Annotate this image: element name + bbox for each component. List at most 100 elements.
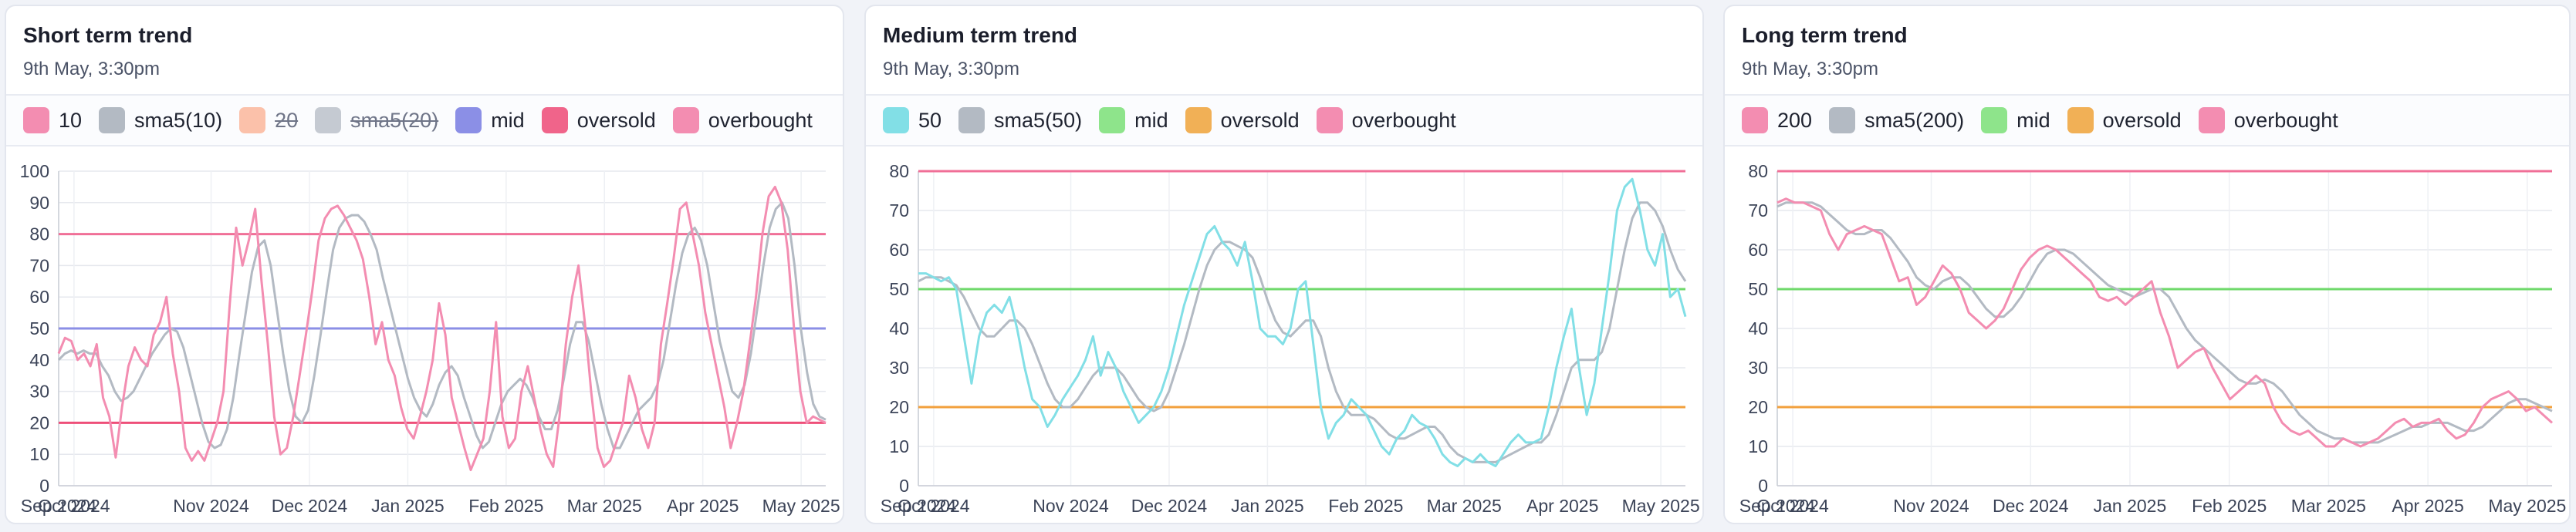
y-tick-label: 30 [1748, 358, 1768, 378]
legend-item-oversold[interactable]: oversold [2067, 107, 2182, 133]
y-tick-label: 50 [1748, 279, 1768, 299]
legend-swatch [2198, 107, 2225, 133]
card-timestamp: 9th May, 3:30pm [883, 59, 1019, 79]
y-tick-label: 80 [29, 224, 49, 244]
y-tick-label: 100 [20, 161, 49, 181]
y-tick-label: 80 [1748, 161, 1768, 181]
legend-label: mid [1134, 108, 1168, 132]
y-tick-label: 30 [889, 358, 909, 378]
legend-item-10[interactable]: 10 [23, 107, 82, 133]
x-tick-label: Sep 2024 [1739, 496, 1816, 516]
x-tick-label: Oct 2024 [1756, 496, 1829, 516]
legend-label: overbought [2233, 108, 2338, 132]
legend-item-20[interactable]: 20 [239, 107, 298, 133]
y-tick-label: 0 [1758, 476, 1768, 496]
y-tick-label: 10 [1748, 436, 1768, 456]
y-tick-label: 20 [889, 397, 909, 417]
legend-item-mid[interactable]: mid [1099, 107, 1168, 133]
x-tick-label: Dec 2024 [1131, 496, 1208, 516]
legend-label: oversold [2102, 108, 2182, 132]
legend-label: 200 [1777, 108, 1813, 132]
legend-item-mid[interactable]: mid [1981, 107, 2050, 133]
card-title: Medium term trend [883, 23, 1078, 47]
y-tick-label: 70 [889, 200, 909, 221]
x-tick-label: Feb 2025 [1328, 496, 1403, 516]
legend-label: sma5(10) [134, 108, 223, 132]
card-timestamp: 9th May, 3:30pm [23, 59, 160, 79]
legend-label: oversold [576, 108, 656, 132]
legend-swatch [672, 107, 699, 133]
y-tick-label: 40 [1748, 318, 1768, 338]
legend-swatch [541, 107, 568, 133]
legend-swatch [1742, 107, 1768, 133]
legend-label: 50 [918, 108, 942, 132]
legend-item-oversold[interactable]: oversold [541, 107, 656, 133]
x-tick-label: Jan 2025 [1231, 496, 1304, 516]
legend-swatch [99, 107, 126, 133]
legend-swatch [1185, 107, 1212, 133]
y-tick-label: 70 [29, 255, 49, 275]
legend-label: sma5(200) [1864, 108, 1965, 132]
legend-label: 20 [275, 108, 299, 132]
legend-label: 10 [59, 108, 83, 132]
card-header: Medium term trend 9th May, 3:30pm [866, 6, 1702, 96]
legend-item-sma5-200[interactable]: sma5(200) [1829, 107, 1964, 133]
x-tick-label: Apr 2025 [1526, 496, 1598, 516]
series-line-sma5-10 [57, 201, 827, 450]
y-tick-label: 50 [29, 318, 49, 338]
legend-swatch [1099, 107, 1126, 133]
y-tick-label: 20 [1748, 397, 1768, 417]
y-tick-label: 20 [29, 412, 49, 433]
card-title: Short term trend [23, 23, 193, 47]
legend-item-overbought[interactable]: overbought [1316, 107, 1456, 133]
x-tick-label: Dec 2024 [272, 496, 348, 516]
legend-label: sma5(20) [350, 108, 439, 132]
y-tick-label: 50 [889, 279, 909, 299]
x-tick-label: Nov 2024 [173, 496, 249, 516]
legend-item-sma5-10[interactable]: sma5(10) [99, 107, 222, 133]
legend-item-200[interactable]: 200 [1742, 107, 1812, 133]
legend-item-sma5-50[interactable]: sma5(50) [958, 107, 1082, 133]
x-tick-label: Mar 2025 [567, 496, 642, 516]
series-line-200 [1776, 197, 2554, 448]
x-tick-label: Feb 2025 [2192, 496, 2267, 516]
y-tick-label: 80 [889, 161, 909, 181]
legend-swatch [455, 107, 482, 133]
legend-label: mid [491, 108, 525, 132]
chart-legend: 10 sma5(10) 20 sma5(20) mid oversold overbough… [6, 96, 843, 146]
y-tick-label: 60 [889, 240, 909, 260]
legend-item-overbought[interactable]: overbought [2198, 107, 2338, 133]
legend-swatch [2067, 107, 2094, 133]
series-line-sma5-200 [1776, 201, 2553, 444]
legend-item-overbought[interactable]: overbought [672, 107, 813, 133]
legend-swatch [1981, 107, 2008, 133]
x-tick-label: Apr 2025 [667, 496, 739, 516]
chart-legend: 50 sma5(50) mid oversold overbought [866, 96, 1702, 146]
legend-label: mid [2017, 108, 2050, 132]
legend-swatch [239, 107, 266, 133]
x-tick-label: Sep 2024 [21, 496, 97, 516]
legend-swatch [1316, 107, 1343, 133]
y-tick-label: 40 [889, 318, 909, 338]
y-tick-label: 0 [39, 476, 49, 496]
legend-swatch [958, 107, 985, 133]
card-header: Long term trend 9th May, 3:30pm [1725, 6, 2569, 96]
y-tick-label: 30 [29, 382, 49, 402]
legend-swatch [1829, 107, 1856, 133]
legend-label: sma5(50) [994, 108, 1083, 132]
legend-item-sma5-20[interactable]: sma5(20) [315, 107, 438, 133]
y-tick-label: 60 [1748, 240, 1768, 260]
legend-label: oversold [1220, 108, 1300, 132]
legend-item-50[interactable]: 50 [883, 107, 941, 133]
y-tick-label: 60 [29, 287, 49, 307]
legend-swatch [883, 107, 909, 133]
x-tick-label: Nov 2024 [1033, 496, 1109, 516]
legend-label: overbought [1351, 108, 1456, 132]
legend-item-oversold[interactable]: oversold [1185, 107, 1300, 133]
x-tick-label: Sep 2024 [881, 496, 957, 516]
x-tick-label: Mar 2025 [1427, 496, 1502, 516]
legend-item-mid[interactable]: mid [455, 107, 525, 133]
series-line-10 [57, 185, 827, 472]
